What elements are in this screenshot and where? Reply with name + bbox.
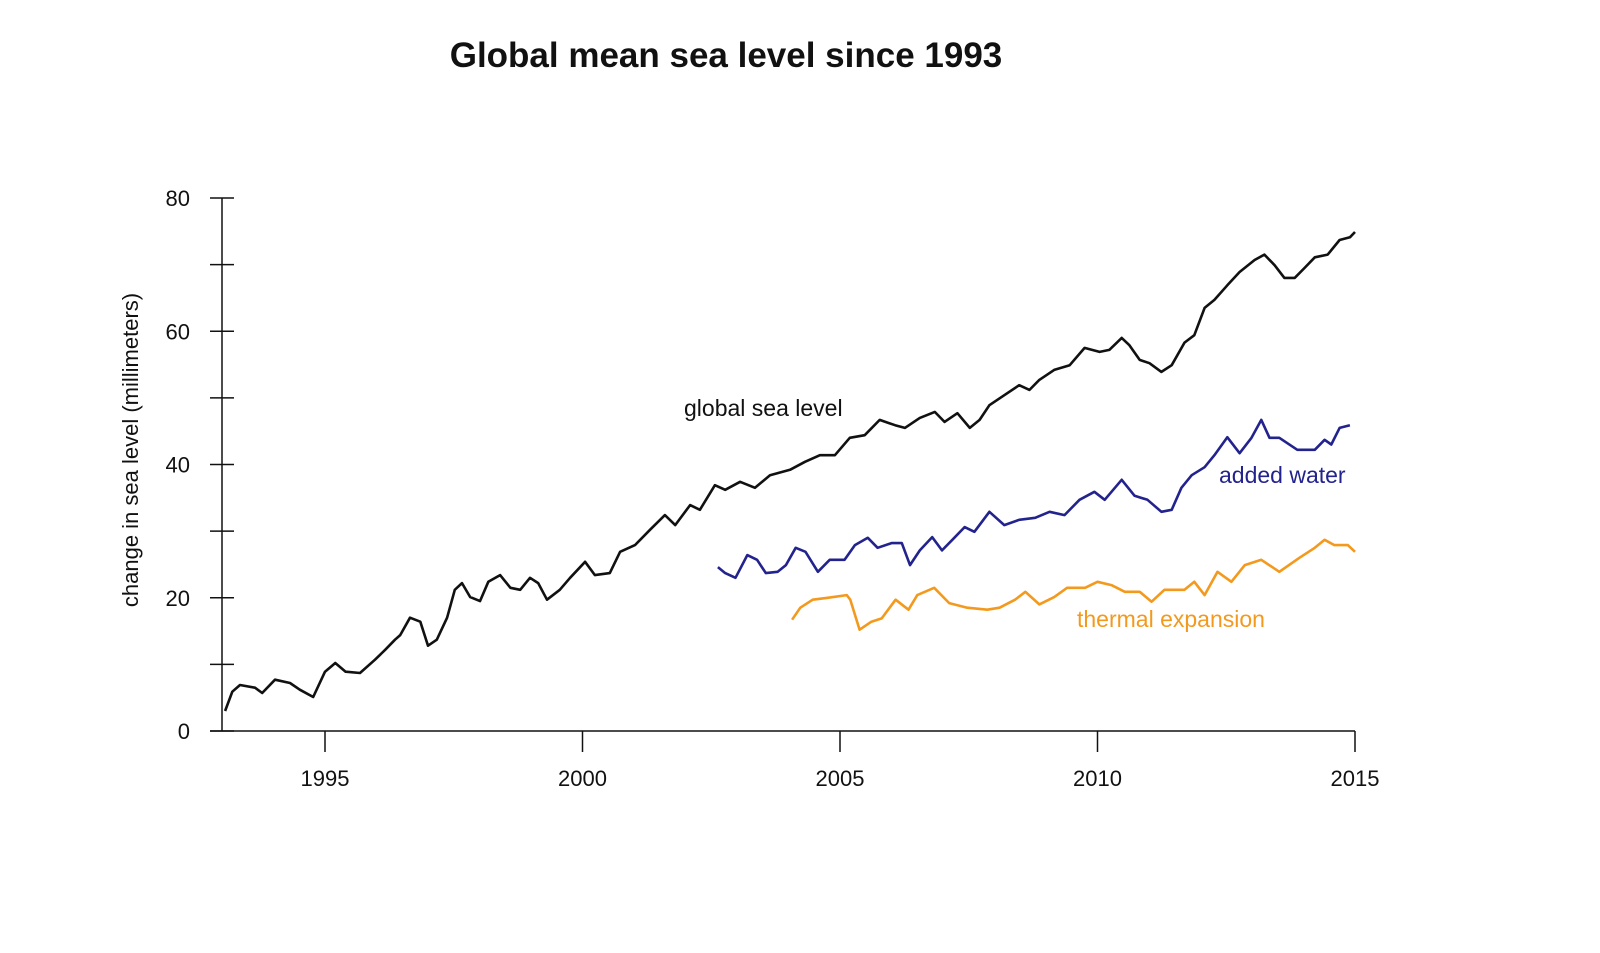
x-tick-label: 1995 (301, 766, 350, 791)
y-tick-label: 80 (166, 186, 190, 211)
y-tick-label: 20 (166, 586, 190, 611)
y-tick-label: 60 (166, 319, 190, 344)
x-tick-label: 2015 (1331, 766, 1380, 791)
series-line-added-water (717, 418, 1351, 580)
y-axis-label: change in sea level (millimeters) (118, 293, 143, 607)
x-tick-label: 2000 (558, 766, 607, 791)
x-tick-label: 2005 (816, 766, 865, 791)
series-line-global-sea-level (223, 231, 1356, 712)
series-label-added-water: added water (1219, 462, 1346, 488)
y-tick-label: 0 (178, 719, 190, 744)
chart-title: Global mean sea level since 1993 (449, 36, 1003, 75)
series-label-global-sea-level: global sea level (684, 395, 843, 421)
series-line-thermal-expansion (791, 538, 1356, 631)
x-tick-label: 2010 (1073, 766, 1122, 791)
y-tick-label: 40 (166, 453, 190, 478)
series-label-thermal-expansion: thermal expansion (1077, 606, 1265, 632)
